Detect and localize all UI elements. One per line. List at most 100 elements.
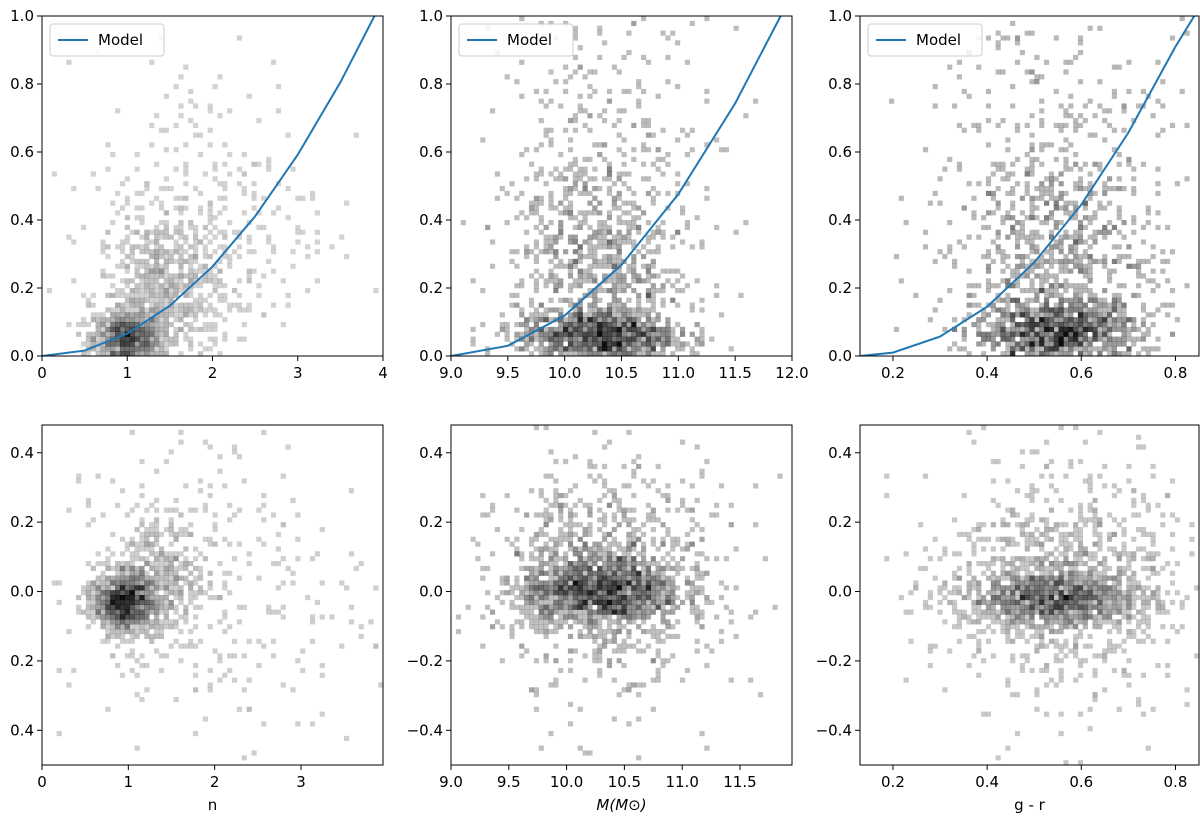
density-cell bbox=[990, 326, 996, 333]
density-cell bbox=[558, 234, 564, 240]
density-cell bbox=[567, 546, 574, 552]
density-cell bbox=[626, 609, 632, 615]
density-cell bbox=[631, 473, 637, 479]
density-cell bbox=[631, 288, 637, 294]
density-cell bbox=[675, 302, 681, 308]
density-cell bbox=[105, 244, 111, 250]
density-cell bbox=[626, 307, 632, 313]
density-cell bbox=[100, 346, 106, 352]
x-tick-label: 10.5 bbox=[605, 364, 638, 382]
density-cell bbox=[158, 624, 165, 630]
density-cell bbox=[602, 312, 608, 318]
y-tick-label: 0.4 bbox=[828, 211, 852, 229]
density-cell bbox=[1087, 585, 1093, 591]
density-cell bbox=[621, 614, 627, 620]
density-cell bbox=[197, 268, 204, 274]
density-cell bbox=[1126, 336, 1132, 342]
density-cell bbox=[621, 551, 627, 557]
density-cell bbox=[577, 609, 583, 615]
density-cell bbox=[616, 307, 622, 313]
density-cell bbox=[144, 629, 150, 635]
density-cell bbox=[1097, 317, 1103, 323]
density-cell bbox=[144, 249, 150, 255]
density-cell bbox=[1068, 283, 1074, 289]
density-cell bbox=[115, 643, 121, 649]
density-cell bbox=[1077, 297, 1084, 303]
density-cell bbox=[655, 629, 661, 635]
density-cell bbox=[188, 118, 194, 124]
density-cell bbox=[154, 585, 160, 591]
density-cell bbox=[631, 609, 637, 615]
density-cell bbox=[95, 322, 101, 328]
density-cell bbox=[183, 531, 189, 538]
density-cell bbox=[670, 599, 676, 606]
density-cell bbox=[533, 536, 539, 542]
density-cell bbox=[636, 312, 642, 318]
density-cell bbox=[611, 351, 617, 356]
density-cell bbox=[129, 229, 135, 235]
density-cell bbox=[567, 215, 574, 221]
density-cell bbox=[1165, 561, 1171, 567]
density-cell bbox=[626, 283, 632, 289]
density-cell bbox=[1029, 322, 1035, 328]
density-cell bbox=[95, 590, 101, 596]
density-cell bbox=[1044, 307, 1050, 313]
density-cell bbox=[1029, 317, 1035, 323]
density-cell bbox=[597, 629, 603, 635]
density-cell bbox=[134, 351, 140, 356]
density-cell bbox=[1000, 35, 1006, 41]
density-cell bbox=[1077, 122, 1084, 129]
density-cell bbox=[1082, 249, 1088, 255]
density-cell bbox=[694, 444, 700, 450]
density-cell bbox=[621, 599, 627, 606]
density-cell bbox=[947, 220, 953, 226]
density-cell bbox=[636, 585, 642, 591]
density-cell bbox=[1116, 229, 1122, 235]
density-cell bbox=[567, 585, 574, 591]
density-cell bbox=[952, 317, 958, 323]
density-cell bbox=[538, 590, 544, 596]
density-cell bbox=[1014, 556, 1021, 562]
density-cell bbox=[144, 307, 150, 313]
density-cell bbox=[675, 84, 681, 90]
density-cell bbox=[582, 122, 588, 129]
density-cell bbox=[597, 556, 603, 562]
density-cell bbox=[173, 195, 179, 201]
density-cell bbox=[519, 551, 525, 557]
density-cell bbox=[231, 229, 238, 235]
density-cell bbox=[1063, 205, 1069, 211]
density-cell bbox=[694, 278, 700, 284]
density-cell bbox=[105, 609, 111, 615]
density-cell bbox=[71, 186, 77, 192]
density-cell bbox=[636, 454, 642, 460]
density-cell bbox=[207, 667, 213, 674]
density-cell bbox=[976, 643, 982, 649]
density-cell bbox=[1058, 590, 1064, 596]
density-cell bbox=[548, 200, 554, 206]
density-cell bbox=[1097, 609, 1103, 615]
density-cell bbox=[193, 229, 199, 235]
density-cell bbox=[1053, 258, 1059, 265]
density-cell bbox=[587, 585, 593, 591]
density-cell bbox=[587, 336, 593, 342]
density-cell bbox=[572, 322, 578, 328]
density-cell bbox=[197, 190, 204, 197]
density-cell bbox=[124, 312, 130, 318]
density-cell bbox=[1029, 331, 1035, 337]
density-cell bbox=[275, 546, 281, 552]
density-cell bbox=[95, 599, 101, 606]
density-cell bbox=[572, 234, 578, 240]
density-cell bbox=[660, 609, 666, 615]
density-cell bbox=[1063, 653, 1069, 659]
density-cell bbox=[699, 585, 705, 591]
density-cell bbox=[694, 551, 700, 557]
density-cell bbox=[314, 278, 320, 284]
density-cell bbox=[1136, 619, 1142, 625]
density-cell bbox=[679, 599, 686, 606]
density-cell bbox=[650, 336, 656, 342]
density-cell bbox=[621, 283, 627, 289]
density-cell bbox=[246, 307, 252, 313]
density-cell bbox=[1063, 190, 1069, 197]
density-cell bbox=[538, 609, 544, 615]
density-cell bbox=[275, 609, 281, 615]
